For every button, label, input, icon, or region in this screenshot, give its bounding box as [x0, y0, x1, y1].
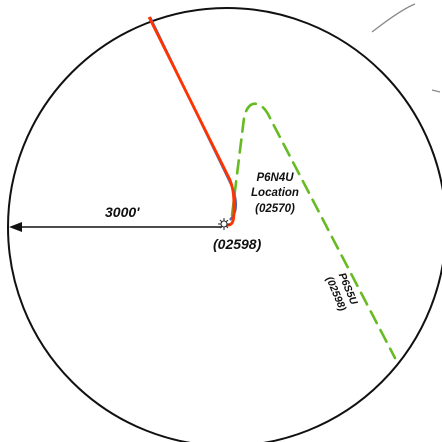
p6n4u-id-label: (02570) [255, 203, 295, 215]
sunburst-well-icon [218, 218, 230, 230]
p6n4u-name-label: P6N4U [256, 172, 294, 184]
background-scribble [371, 3, 441, 93]
radius-arrowhead-icon [9, 222, 22, 232]
radius-circle [7, 7, 442, 442]
well-id-label: (02598) [213, 236, 262, 252]
p6s5u-lateral-path [230, 102, 397, 360]
radius-label: 3000' [105, 204, 140, 220]
p6n4u-location-label: Location [251, 187, 299, 199]
red-well-path [147, 16, 236, 227]
